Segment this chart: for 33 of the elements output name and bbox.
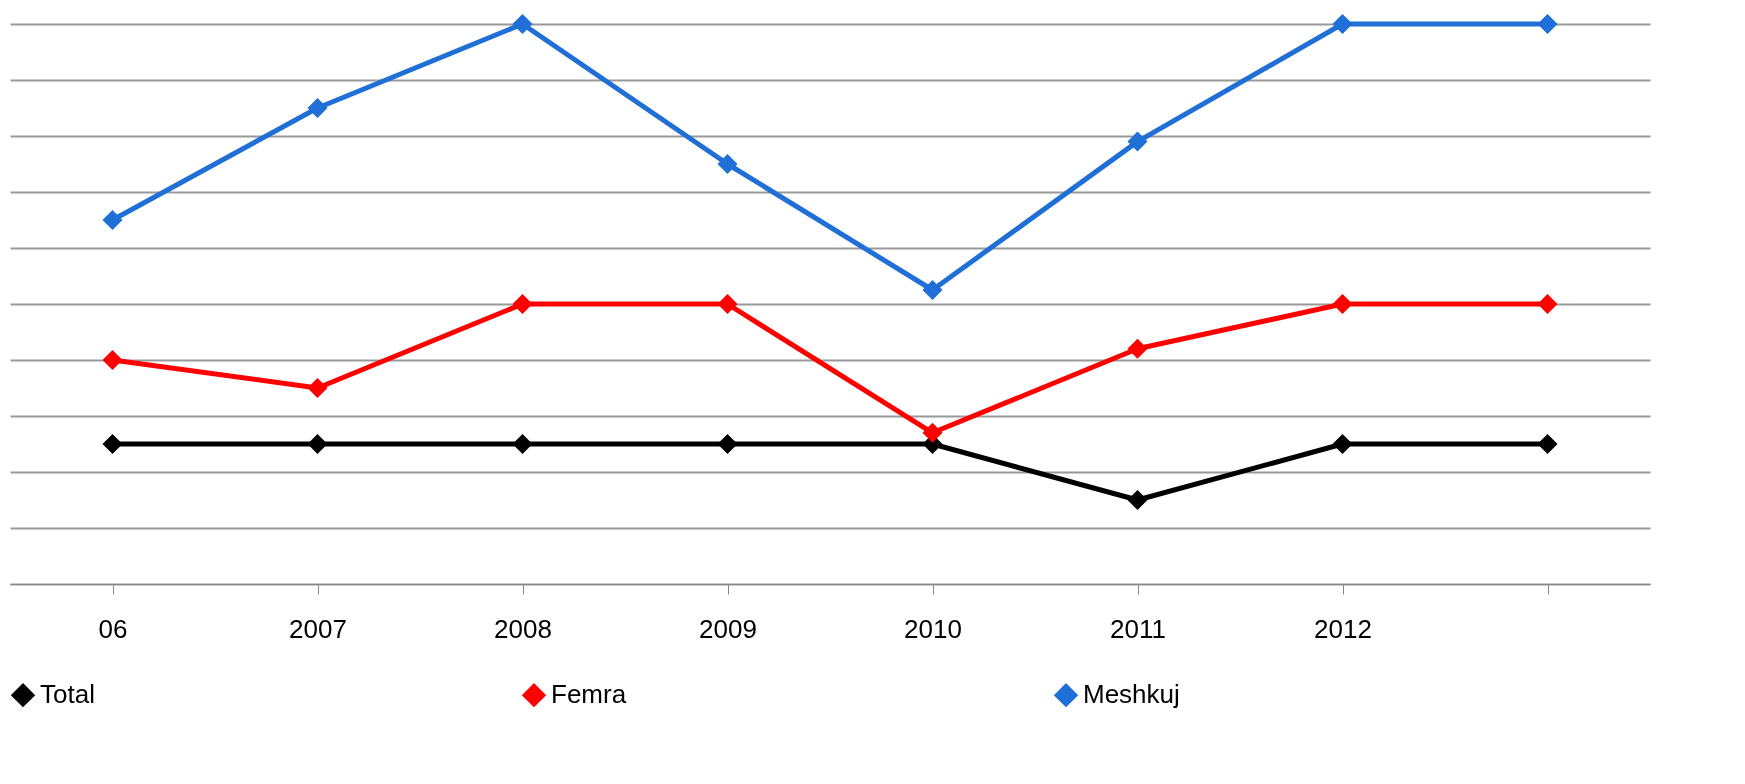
point	[1537, 14, 1558, 34]
point	[102, 350, 123, 370]
point	[717, 434, 738, 454]
x-tick-label: 2009	[699, 613, 757, 644]
point	[1127, 338, 1148, 359]
point	[512, 434, 533, 454]
point	[717, 154, 738, 174]
point	[102, 210, 123, 230]
point	[512, 294, 533, 314]
x-tick-label: 2011	[1110, 613, 1166, 644]
point	[307, 378, 328, 398]
point	[922, 422, 943, 443]
point	[512, 14, 533, 34]
legend-label: Meshkuj	[1083, 679, 1180, 710]
point	[1332, 434, 1353, 454]
point	[1127, 131, 1148, 152]
legend-label: Total	[40, 679, 95, 710]
x-tick-label: 06	[98, 613, 128, 644]
point	[307, 98, 328, 118]
x-tick-label: 2008	[494, 613, 552, 644]
point	[1537, 434, 1558, 454]
legend-label: Femra	[551, 679, 627, 710]
x-tick-label: 2010	[904, 613, 962, 644]
point	[717, 294, 738, 314]
point	[1127, 490, 1148, 510]
x-tick-label: 2007	[289, 613, 347, 644]
x-tick-label: 2012	[1314, 613, 1372, 644]
point	[102, 434, 123, 454]
point	[1332, 294, 1353, 314]
point	[1332, 14, 1353, 34]
point	[307, 434, 328, 454]
point	[1537, 294, 1558, 314]
point	[922, 280, 943, 300]
